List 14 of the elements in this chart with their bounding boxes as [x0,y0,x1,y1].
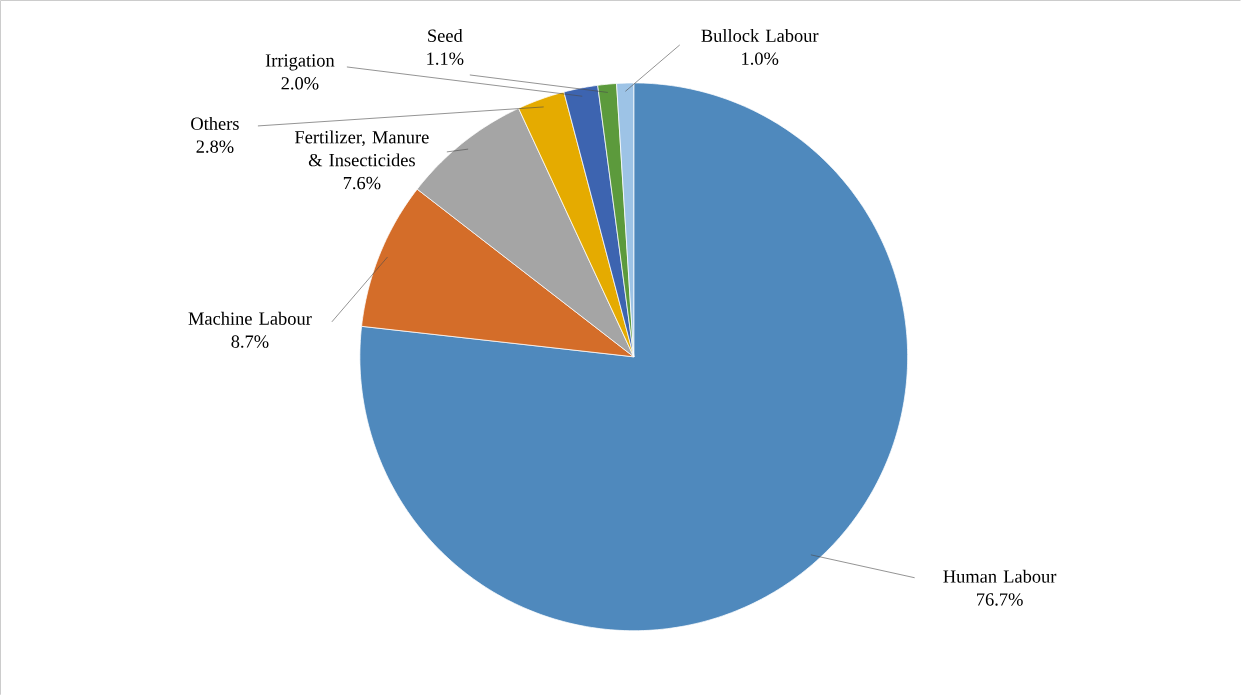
data-label: 2.0% [281,77,319,90]
data-label: 7.6% [343,176,381,190]
data-label: 1.1% [427,52,464,65]
slice-label: Seed [428,28,463,42]
slice-label: Irrigation [265,54,335,71]
data-label: 8.7% [231,335,269,348]
data-label: 76.7% [977,593,1023,606]
slice-label: Bullock Labour [701,28,819,42]
slice-label: Fertilizer, Manure & Insecticides [294,130,429,167]
slice-label: Machine Labour [188,311,312,325]
data-label: 2.8% [196,140,234,153]
slice-label: Human Labour [943,569,1057,583]
slice-label: Others [191,116,239,130]
data-label: 1.0% [742,52,779,65]
